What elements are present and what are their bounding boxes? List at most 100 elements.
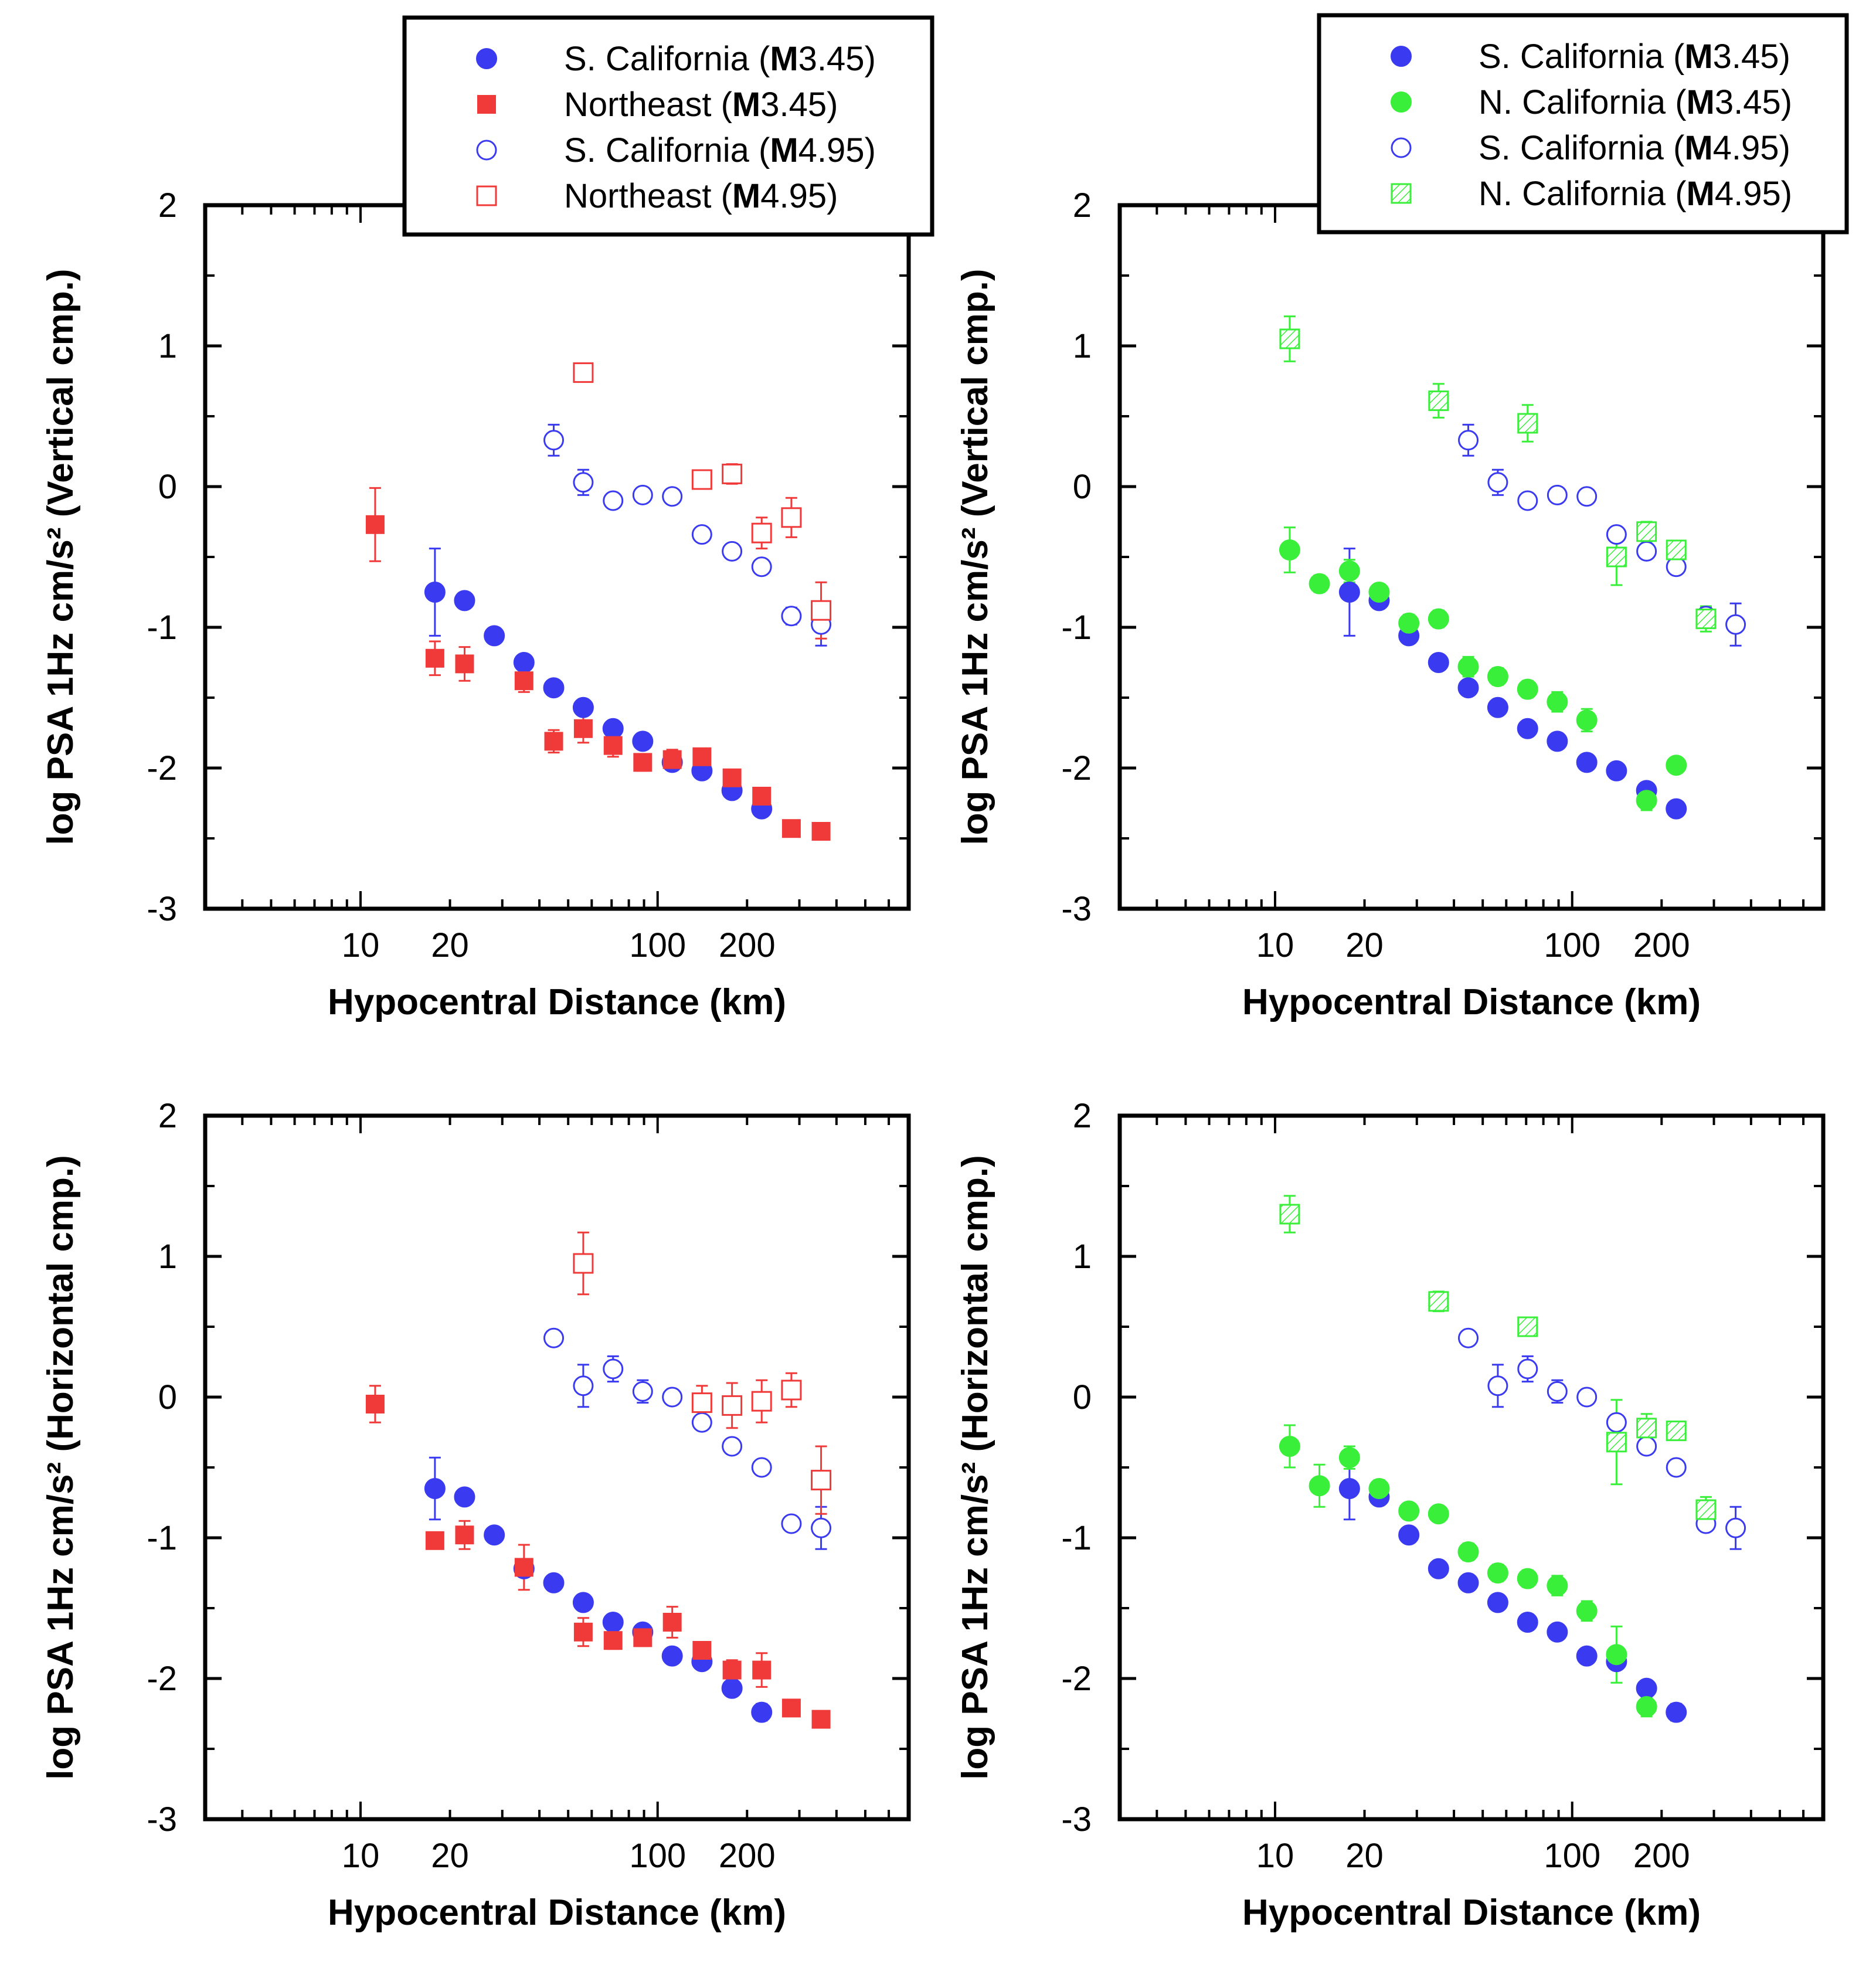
data-point-2-2-3	[632, 1381, 653, 1402]
legend-marker-0-3	[476, 185, 497, 206]
legend-0: S. California (M3.45) Northeast (M3.45) …	[402, 15, 934, 237]
x-tick-label-3-0: 10	[1256, 1837, 1294, 1875]
data-point-2-0-1	[454, 1486, 475, 1508]
y-axis-label-1-text: log PSA 1Hz cm/s² (Vertical cmp.)	[955, 269, 995, 845]
data-point-1-0-7	[1547, 730, 1568, 752]
data-point-1-0-0	[1338, 582, 1360, 603]
y-axis-label-2: log PSA 1Hz cm/s² (Horizontal cmp.)	[40, 1155, 81, 1780]
legend-marker-0-0	[476, 48, 497, 69]
legend-entry-1-0: S. California (M3.45)	[1479, 38, 1790, 76]
x-axis-label-1: Hypocentral Distance (km)	[1242, 982, 1701, 1022]
data-point-2-0-8	[661, 1645, 683, 1667]
data-point-3-2-1	[1487, 1375, 1508, 1396]
data-point-3-2-0	[1458, 1327, 1479, 1348]
y-axis-label-1: log PSA 1Hz cm/s² (Vertical cmp.)	[955, 269, 995, 845]
x-tick-label-2-1: 20	[431, 1837, 469, 1875]
data-point-2-3-2	[722, 1395, 743, 1416]
data-point-3-0-11	[1666, 1701, 1687, 1723]
x-tick-label-1-1: 20	[1345, 926, 1384, 964]
data-point-3-1-0	[1279, 1436, 1300, 1457]
data-point-1-1-3	[1368, 582, 1390, 603]
data-point-2-1-3	[514, 1558, 533, 1577]
data-point-2-2-1	[573, 1375, 594, 1396]
data-point-1-1-1	[1309, 573, 1330, 594]
data-point-1-2-4	[1576, 486, 1598, 507]
data-point-0-0-2	[484, 625, 505, 647]
data-point-3-3-4	[1636, 1418, 1657, 1439]
data-point-3-2-9	[1725, 1517, 1746, 1538]
data-point-0-2-6	[722, 541, 743, 562]
data-point-3-2-6	[1636, 1436, 1657, 1457]
data-point-2-2-5	[691, 1412, 712, 1433]
data-point-0-3-1	[691, 469, 712, 490]
legend-marker-1-3	[1391, 183, 1412, 204]
legend-markers-1	[1391, 46, 1412, 204]
data-point-0-2-2	[603, 490, 624, 511]
legend-entry-1-2: S. California (M4.95)	[1479, 129, 1790, 167]
data-point-1-3-3	[1606, 546, 1627, 568]
data-point-3-1-2	[1338, 1447, 1360, 1469]
data-point-3-0-7	[1547, 1621, 1568, 1643]
data-point-1-0-8	[1576, 752, 1598, 773]
data-point-0-3-0	[573, 362, 594, 383]
data-point-3-2-4	[1576, 1387, 1598, 1408]
y-tick-label-3-2: 0	[1073, 1378, 1092, 1416]
y-tick-label-0-3: -1	[147, 609, 177, 647]
data-point-2-3-0	[573, 1253, 594, 1274]
data-point-2-1-4	[573, 1622, 593, 1642]
plot-layer-2	[365, 1231, 832, 1729]
data-point-0-0-0	[424, 582, 446, 603]
y-tick-label-0-4: -2	[147, 749, 177, 787]
data-point-3-1-5	[1428, 1503, 1449, 1525]
data-point-0-3-4	[781, 507, 802, 528]
legend-entry-0-0: S. California (M3.45)	[564, 40, 876, 78]
data-point-1-2-3	[1547, 484, 1568, 505]
data-point-1-1-10	[1576, 709, 1598, 731]
x-tick-label-2-2: 100	[629, 1837, 686, 1875]
data-point-2-1-1	[425, 1531, 444, 1550]
legend-marker-0-2	[476, 140, 497, 161]
data-point-0-0-1	[454, 590, 475, 611]
plot-frame-2	[203, 1113, 911, 1822]
data-point-3-1-3	[1368, 1478, 1390, 1499]
data-point-2-3-3	[751, 1391, 772, 1412]
plot-frame-3	[1117, 1113, 1826, 1822]
data-point-1-1-6	[1457, 656, 1479, 678]
data-point-0-1-3	[514, 671, 533, 691]
y-tick-label-3-0: 2	[1073, 1097, 1092, 1135]
data-point-1-2-0	[1458, 430, 1479, 451]
panel-top-right: 210-1-2-310 20 100 200 Hypocentral Distance…	[955, 13, 1849, 1022]
x-tick-label-0-0: 10	[342, 926, 380, 964]
data-point-2-1-0	[365, 1395, 385, 1413]
data-point-0-1-6	[603, 736, 623, 755]
x-tick-label-1-0: 10	[1256, 926, 1294, 964]
data-point-0-1-5	[573, 719, 593, 738]
data-point-3-0-6	[1517, 1612, 1538, 1633]
data-point-0-2-0	[543, 430, 565, 451]
data-point-2-2-6	[722, 1436, 743, 1457]
data-point-0-3-5	[811, 600, 832, 621]
data-point-2-1-12	[811, 1710, 831, 1729]
data-point-3-0-3	[1428, 1558, 1449, 1579]
data-point-1-3-4	[1636, 521, 1657, 542]
data-point-0-2-1	[573, 472, 594, 493]
data-point-3-1-12	[1636, 1696, 1657, 1717]
data-point-0-2-4	[662, 486, 683, 507]
panel-bottom-left: 210-1-2-310 20 100 200 Hypocentral Distance…	[40, 1097, 911, 1933]
panel-bottom-right: 210-1-2-310 20 100 200 Hypocentral Distance…	[955, 1097, 1826, 1933]
tick-layer-0: 210-1-2-310 20 100 200	[147, 186, 910, 964]
legend-entry-0-2: S. California (M4.95)	[564, 131, 876, 169]
data-point-2-0-0	[424, 1478, 446, 1499]
data-point-2-1-5	[603, 1631, 623, 1650]
data-point-2-2-9	[811, 1517, 832, 1538]
data-point-0-1-11	[752, 787, 772, 806]
data-point-0-3-2	[722, 463, 743, 484]
data-point-3-1-10	[1576, 1600, 1598, 1622]
data-point-1-2-5	[1606, 524, 1627, 545]
x-tick-label-1-2: 100	[1544, 926, 1600, 964]
data-point-1-1-7	[1487, 666, 1508, 687]
y-tick-label-3-5: -3	[1061, 1800, 1092, 1839]
data-point-0-0-4	[543, 677, 565, 699]
data-point-1-0-11	[1666, 798, 1687, 820]
data-point-1-3-6	[1695, 609, 1717, 630]
